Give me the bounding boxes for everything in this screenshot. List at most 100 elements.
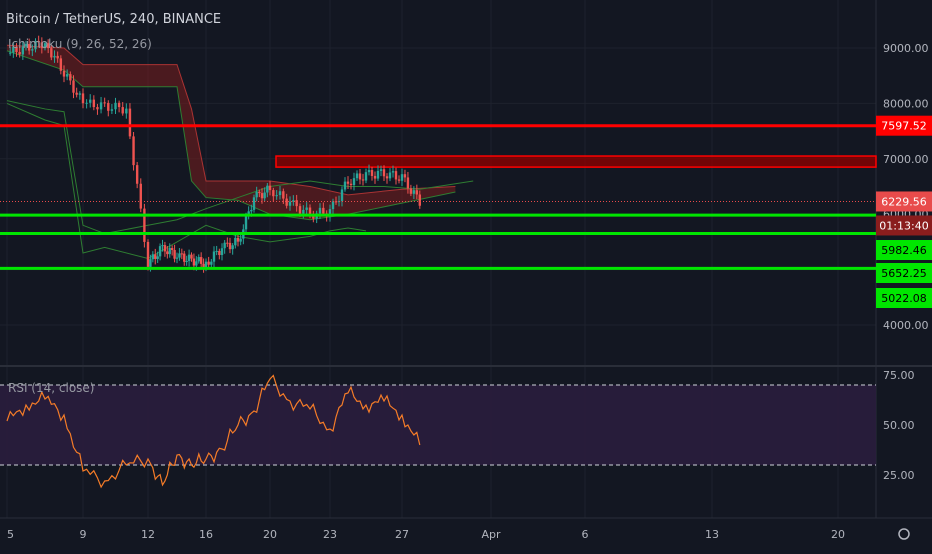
candle-body [178,253,181,258]
candle-body [170,248,174,251]
candle-body [72,80,75,93]
candle-body [204,261,208,269]
candle-body [278,191,282,196]
candle-body [358,173,362,180]
last-price-label: 6229.56 [881,195,927,208]
last-price-label-bg [876,191,932,212]
price-tick-label: 8000.00 [883,97,929,110]
candle-body [266,185,269,193]
candle-body [146,241,150,267]
rsi-tick-label: 25.00 [883,469,915,482]
candle-body [107,102,110,111]
candle-body [121,107,124,114]
candle-body [78,93,82,95]
candle-body [103,102,106,104]
candle-body [231,245,234,250]
candle-body [207,261,210,265]
candle-body [258,191,261,194]
candle-body [412,190,416,194]
candle-body [81,93,85,104]
candle-body [382,169,386,177]
gear-icon[interactable] [898,528,910,540]
candle-body [75,92,78,95]
candle-body [154,254,157,259]
candle-body [92,99,96,108]
candle-body [59,58,63,71]
candle-body [21,46,25,55]
candle-body [312,216,315,219]
candle-body [40,42,44,49]
candle-body [361,179,365,181]
time-tick-label: 16 [199,528,213,541]
axis-corner [877,519,931,549]
rsi-line [6,374,421,489]
candle-body [247,211,250,216]
candle-body [285,198,288,206]
candle-body [15,46,18,53]
candle-body [331,201,335,210]
candle-body [305,207,308,210]
symbol-title: Bitcoin / TetherUS, 240, BINANCE [6,12,222,27]
candle-body [187,254,191,262]
candle-body [318,207,322,214]
candle-body [161,245,164,247]
candle-body [394,171,398,180]
candle-body [53,55,56,58]
candle-body [223,242,226,249]
candle-body [403,174,407,178]
candle-body [85,102,88,104]
candle-body [376,170,380,179]
time-tick-label: 6 [582,528,589,541]
candle-body [364,172,368,181]
candle-body [190,254,193,259]
candle-body [158,246,162,257]
ichimoku-label: Ichimoku (9, 26, 52, 26) [8,37,152,51]
candle-body [352,178,356,186]
candle-body [295,200,298,207]
candle-body [125,108,128,114]
countdown-label-bg [876,215,932,236]
candle-body [143,208,146,242]
resistance-price-label: 7597.52 [881,120,927,133]
candle-body [234,237,237,246]
candle-body [163,245,167,252]
candle-body [65,74,69,77]
candle-body [215,250,218,252]
candle-body [226,242,229,244]
resistance-price-label-bg [876,115,932,136]
candle-body [37,40,40,43]
candle-body [192,258,196,266]
candle-body [149,259,152,267]
candle-body [156,256,159,259]
candle-body [199,257,203,264]
candle-body [322,207,325,214]
candle-body [367,170,371,173]
time-tick-label: 9 [80,528,87,541]
candle-body [166,251,169,255]
price-tick-label: 9000.00 [883,42,929,55]
support-price-label: 5982.46 [881,244,927,257]
candle-body [415,190,419,195]
candle-body [99,102,103,110]
candle-body [62,70,66,77]
candle-body [343,181,347,190]
candle-body [89,99,92,103]
candle-body [27,44,31,51]
time-tick-label: 27 [395,528,409,541]
candle-body [397,179,401,181]
candle-body [302,209,305,214]
candle-body [409,188,413,194]
candle-body [24,44,28,47]
resistance-zone[interactable] [275,155,877,168]
candle-body [173,250,176,259]
rsi-band [0,385,876,465]
price-tick-label: 7000.00 [883,153,929,166]
time-tick-label: 5 [7,528,14,541]
candle-body [197,257,200,262]
candle-body [373,175,377,179]
time-tick-label: 13 [705,528,719,541]
candle-body [128,108,132,137]
candle-body [180,253,184,255]
